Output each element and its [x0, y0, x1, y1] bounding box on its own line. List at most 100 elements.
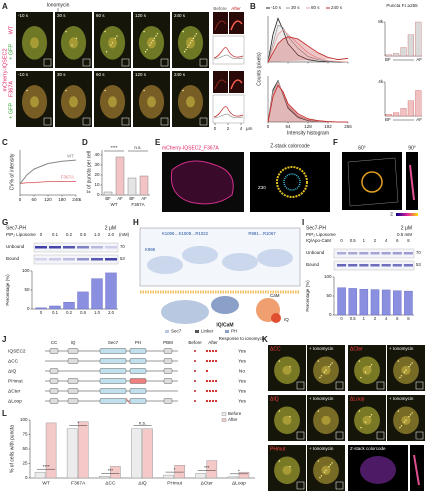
- punctum: [278, 410, 281, 412]
- domain: [67, 398, 79, 404]
- inset-bar: [415, 21, 422, 57]
- punctum: [317, 410, 320, 412]
- inset-label: BF: [385, 117, 391, 122]
- bar: [77, 421, 89, 479]
- punctum: [360, 426, 362, 429]
- zoom-texture: [230, 20, 243, 31]
- x-tick-label: 256: [344, 124, 352, 129]
- x-tick-label: 0.1: [52, 310, 58, 315]
- gel-band: [381, 252, 391, 255]
- y-tick-label: 10: [94, 182, 100, 187]
- y-axis-label: Percentage (%): [5, 274, 10, 306]
- domain: [129, 348, 147, 354]
- profile-plot: [212, 94, 245, 124]
- x-tick-label: BF: [105, 196, 111, 201]
- legend-label: Linker: [201, 329, 214, 334]
- response: Yes: [238, 358, 246, 364]
- y-axis-label: Percentage (%): [305, 280, 310, 312]
- gel-band: [337, 264, 347, 267]
- nucleus: [186, 96, 195, 108]
- response: Yes: [238, 348, 246, 354]
- x-tick-label: 240: [72, 197, 80, 202]
- punctum: [278, 460, 281, 462]
- nucleus: [108, 96, 117, 108]
- legend-swatch: [225, 330, 229, 333]
- mw-label: 70: [120, 244, 125, 249]
- punctum: [364, 421, 367, 423]
- domain: [49, 368, 59, 374]
- unit: (mM): [119, 232, 130, 237]
- legend-label: Before: [228, 411, 242, 416]
- gel: [333, 248, 415, 259]
- zoom-box: [415, 431, 424, 440]
- domain: [67, 348, 79, 354]
- bar: [103, 191, 113, 196]
- histogram-curve: [267, 29, 349, 63]
- residue: R981…R1067: [248, 231, 276, 236]
- complex-label: IQ/CaM: [216, 322, 233, 328]
- punctum: [369, 365, 371, 368]
- panel-letter: C: [2, 138, 8, 147]
- gel-band: [49, 258, 61, 261]
- helix: [222, 253, 258, 271]
- x-tick-label: ΔLoop: [232, 480, 246, 486]
- gel-band: [77, 258, 89, 261]
- punctum: [195, 33, 198, 35]
- punctum: [403, 371, 406, 373]
- bar: [131, 428, 142, 479]
- zoom-box: [415, 381, 424, 390]
- punctum: [289, 415, 291, 418]
- y-tick-label: 0: [329, 312, 332, 317]
- legend-label: 30 s: [291, 5, 300, 10]
- after-dot: [214, 359, 218, 363]
- colorbar: [396, 213, 418, 216]
- legend-swatch: [221, 412, 227, 416]
- after-dot: [205, 359, 209, 363]
- gel-band: [49, 246, 61, 249]
- helix: [257, 249, 293, 267]
- y-tick-label: 4k: [378, 79, 384, 84]
- inset-bar: [400, 47, 407, 57]
- angle-label: 90°: [408, 145, 416, 151]
- y-tick-label: 25: [22, 461, 28, 466]
- z-label: Z30: [258, 185, 266, 190]
- inset-label: AF: [416, 57, 422, 62]
- y-tick-label: 50: [24, 287, 30, 292]
- inset-bar: [400, 108, 407, 117]
- lane-label: 8: [407, 238, 410, 243]
- gel-band: [381, 264, 391, 267]
- legend-swatch: [165, 330, 169, 333]
- gel-band: [348, 264, 358, 267]
- punctum: [65, 89, 67, 92]
- x-tick-label: 0: [19, 197, 22, 202]
- bar: [99, 476, 110, 479]
- x-axis-label: Intensity histogram: [287, 130, 329, 136]
- cotransfect: + GFP: [8, 44, 14, 60]
- column-label: Before: [188, 340, 202, 345]
- domain: [49, 348, 59, 354]
- x-tick-label: 2: [227, 126, 230, 131]
- bar: [34, 471, 46, 479]
- inset-bar: [385, 54, 392, 57]
- gel-band: [370, 264, 380, 267]
- zoom-box: [82, 58, 91, 67]
- colorbar-label: Z: [390, 212, 393, 217]
- image-title: mCherry-IQSEC2_F367A: [162, 145, 219, 151]
- histogram-curve: [267, 17, 348, 63]
- zoom-image: [213, 71, 228, 93]
- zoom-box: [82, 117, 91, 126]
- mw-label: 70: [416, 250, 421, 255]
- stimulus: Ionomycin: [47, 2, 70, 8]
- punctum: [403, 421, 406, 423]
- zstack-blob: [283, 173, 301, 191]
- concentration: 0.5 mM: [397, 232, 412, 237]
- panel-letter: F: [333, 138, 338, 147]
- before-dot: [194, 380, 196, 382]
- time-label: 120 s: [135, 13, 147, 18]
- gel-band: [403, 252, 413, 255]
- domain: [129, 358, 147, 364]
- panel-label: ΔCter: [350, 346, 363, 352]
- punctum: [278, 360, 281, 362]
- series-label: WT: [67, 153, 74, 158]
- histogram-curve: [267, 84, 348, 123]
